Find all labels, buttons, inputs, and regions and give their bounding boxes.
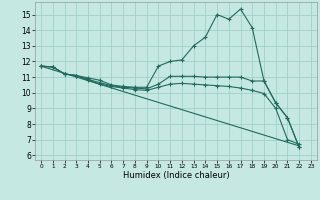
X-axis label: Humidex (Indice chaleur): Humidex (Indice chaleur) <box>123 171 229 180</box>
